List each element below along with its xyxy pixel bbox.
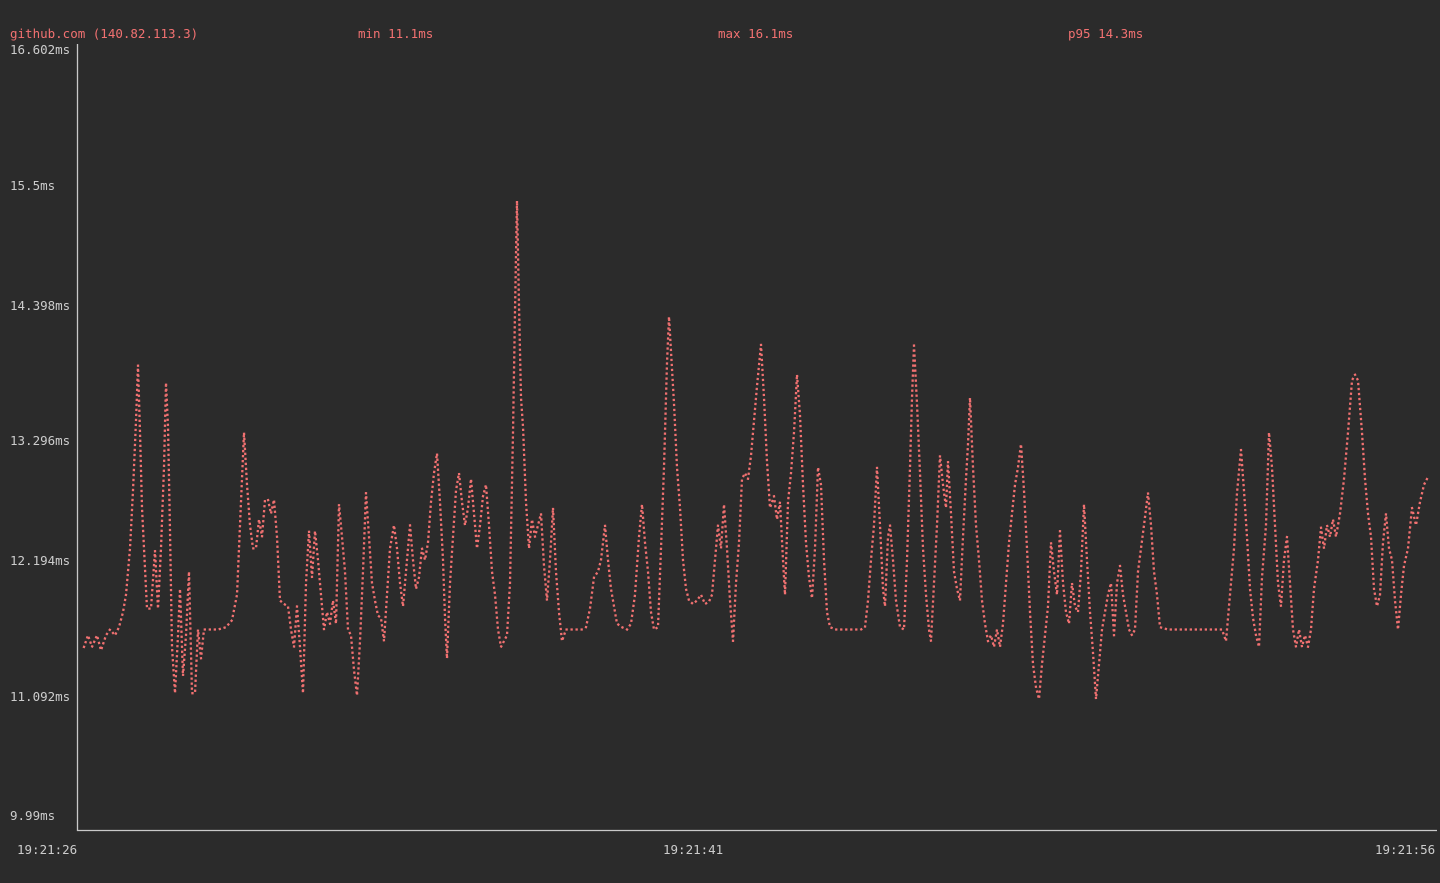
y-tick-label: 14.398ms <box>10 298 71 313</box>
y-tick-label: 13.296ms <box>10 433 71 448</box>
latency-series-path <box>82 199 1429 701</box>
y-tick-label: 12.194ms <box>10 553 71 568</box>
stat-p95-label: p95 14.3ms <box>1068 26 1144 41</box>
axis-lines <box>76 44 1437 832</box>
y-tick-label: 11.092ms <box>10 689 71 704</box>
x-tick-label: 19:21:56 <box>1375 842 1436 857</box>
y-tick-label: 16.602ms <box>10 42 71 57</box>
x-tick-label: 19:21:26 <box>17 842 78 857</box>
y-tick-label: 9.99ms <box>10 808 56 823</box>
x-tick-label: 19:21:41 <box>663 842 724 857</box>
y-tick-label: 15.5ms <box>10 178 56 193</box>
stat-max-label: max 16.1ms <box>718 26 794 41</box>
host-label: github.com (140.82.113.3) <box>10 26 199 41</box>
stat-min-label: min 11.1ms <box>358 26 434 41</box>
